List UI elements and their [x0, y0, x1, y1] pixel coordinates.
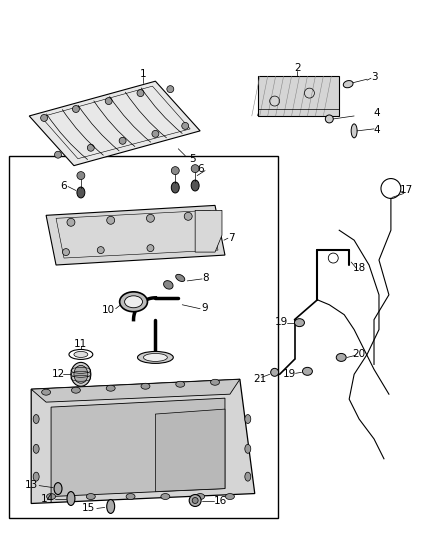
Ellipse shape: [63, 248, 70, 255]
Ellipse shape: [176, 274, 185, 281]
Ellipse shape: [77, 187, 85, 198]
Polygon shape: [195, 211, 222, 252]
Polygon shape: [155, 409, 225, 491]
Ellipse shape: [124, 296, 142, 308]
Ellipse shape: [303, 367, 312, 375]
Text: 4: 4: [374, 125, 380, 135]
Polygon shape: [31, 379, 255, 504]
Text: 18: 18: [353, 263, 366, 273]
Ellipse shape: [107, 216, 115, 224]
Ellipse shape: [67, 219, 75, 226]
Ellipse shape: [77, 172, 85, 180]
Ellipse shape: [152, 131, 159, 138]
Ellipse shape: [196, 494, 205, 499]
Ellipse shape: [46, 494, 56, 499]
Ellipse shape: [343, 80, 353, 88]
Ellipse shape: [120, 292, 148, 312]
Ellipse shape: [86, 494, 95, 499]
Ellipse shape: [271, 368, 279, 376]
Ellipse shape: [226, 494, 234, 499]
Ellipse shape: [33, 445, 39, 453]
Ellipse shape: [74, 351, 88, 358]
Ellipse shape: [138, 351, 173, 364]
Polygon shape: [51, 398, 225, 497]
Ellipse shape: [161, 494, 170, 499]
Text: 7: 7: [229, 233, 235, 243]
Ellipse shape: [33, 472, 39, 481]
Ellipse shape: [211, 379, 219, 385]
Ellipse shape: [163, 281, 173, 289]
Ellipse shape: [351, 124, 357, 138]
Ellipse shape: [325, 115, 333, 123]
Ellipse shape: [119, 138, 126, 144]
Polygon shape: [31, 379, 240, 402]
Polygon shape: [29, 81, 200, 166]
Polygon shape: [258, 76, 339, 116]
Ellipse shape: [189, 495, 201, 506]
Ellipse shape: [171, 167, 179, 175]
Text: 17: 17: [400, 185, 413, 196]
Ellipse shape: [191, 165, 199, 173]
Ellipse shape: [294, 319, 304, 327]
Ellipse shape: [182, 123, 189, 130]
Text: 14: 14: [40, 494, 54, 504]
Ellipse shape: [33, 415, 39, 424]
Ellipse shape: [67, 491, 75, 505]
Ellipse shape: [97, 247, 104, 254]
Ellipse shape: [106, 385, 115, 391]
Text: 9: 9: [202, 303, 208, 313]
Ellipse shape: [147, 245, 154, 252]
Ellipse shape: [137, 90, 144, 96]
Text: 19: 19: [275, 317, 288, 327]
Ellipse shape: [72, 106, 79, 112]
Text: 2: 2: [294, 63, 301, 73]
Text: 20: 20: [353, 350, 366, 359]
Ellipse shape: [141, 383, 150, 389]
Polygon shape: [46, 205, 225, 265]
Ellipse shape: [126, 494, 135, 499]
Bar: [9, 156, 278, 519]
Text: 19: 19: [283, 369, 296, 379]
Ellipse shape: [41, 115, 48, 122]
Text: 10: 10: [102, 305, 115, 314]
Text: 5: 5: [189, 154, 195, 164]
Ellipse shape: [71, 362, 91, 386]
Ellipse shape: [336, 353, 346, 361]
Text: 21: 21: [253, 374, 266, 384]
Text: 16: 16: [213, 496, 226, 505]
Text: 3: 3: [371, 72, 377, 82]
Ellipse shape: [245, 415, 251, 424]
Ellipse shape: [146, 214, 155, 222]
Ellipse shape: [107, 499, 115, 513]
Text: 8: 8: [202, 273, 208, 283]
Text: 11: 11: [74, 338, 88, 349]
Ellipse shape: [87, 144, 94, 151]
Ellipse shape: [71, 387, 81, 393]
Text: 6: 6: [197, 164, 203, 174]
Ellipse shape: [105, 98, 112, 104]
Ellipse shape: [176, 381, 185, 387]
Ellipse shape: [245, 445, 251, 453]
Text: 1: 1: [140, 69, 147, 79]
Text: 13: 13: [25, 480, 38, 490]
Text: 15: 15: [82, 504, 95, 513]
Ellipse shape: [171, 182, 179, 193]
Ellipse shape: [54, 482, 62, 495]
Ellipse shape: [144, 353, 167, 361]
Ellipse shape: [245, 472, 251, 481]
Ellipse shape: [42, 389, 50, 395]
Ellipse shape: [192, 497, 198, 504]
Text: 6: 6: [61, 181, 67, 190]
Ellipse shape: [167, 86, 174, 93]
Text: 4: 4: [374, 108, 380, 118]
Ellipse shape: [191, 180, 199, 191]
Text: 12: 12: [51, 369, 65, 379]
Ellipse shape: [55, 151, 61, 158]
Ellipse shape: [184, 212, 192, 220]
Ellipse shape: [74, 365, 88, 383]
